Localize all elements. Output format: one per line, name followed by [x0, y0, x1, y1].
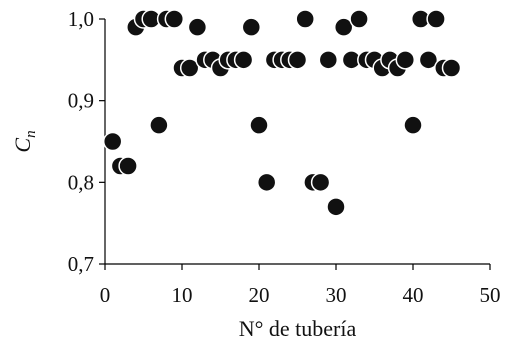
data-point	[149, 115, 169, 135]
data-point	[318, 50, 339, 70]
y-ticks: 0,7 0,8 0,9 1,0	[68, 7, 105, 276]
data-point	[426, 9, 446, 29]
y-tick-label: 0,7	[68, 252, 94, 276]
data-point	[118, 156, 138, 176]
y-tick-label: 1,0	[68, 7, 94, 31]
data-point	[333, 17, 354, 37]
data-points	[102, 9, 462, 217]
data-point	[179, 58, 200, 78]
data-point	[326, 197, 346, 217]
x-tick-label: 20	[249, 283, 270, 307]
x-tick-label: 30	[326, 283, 347, 307]
data-point	[295, 9, 315, 29]
data-point	[187, 17, 208, 37]
data-point	[233, 50, 254, 70]
y-axis-title-main: C	[10, 138, 35, 153]
x-ticks: 0 10 20 30 40 50	[100, 264, 501, 307]
y-tick-label: 0,8	[68, 170, 94, 194]
x-tick-label: 0	[100, 283, 111, 307]
data-point	[256, 172, 277, 193]
data-point	[310, 172, 331, 193]
y-axis-title: Cn	[10, 130, 39, 152]
data-point	[164, 9, 185, 29]
data-point	[241, 17, 262, 37]
x-axis-title: N° de tubería	[239, 316, 357, 341]
data-point	[441, 58, 462, 78]
x-tick-label: 40	[403, 283, 424, 307]
data-point	[249, 115, 269, 135]
data-point	[403, 115, 423, 135]
y-tick-label: 0,9	[68, 89, 94, 113]
x-tick-label: 10	[172, 283, 193, 307]
data-point	[349, 9, 369, 29]
data-point	[102, 131, 123, 152]
data-point	[395, 50, 416, 70]
x-tick-label: 50	[480, 283, 501, 307]
y-axis-title-subscript: n	[23, 130, 39, 138]
data-point	[287, 50, 308, 70]
data-point	[418, 50, 439, 70]
